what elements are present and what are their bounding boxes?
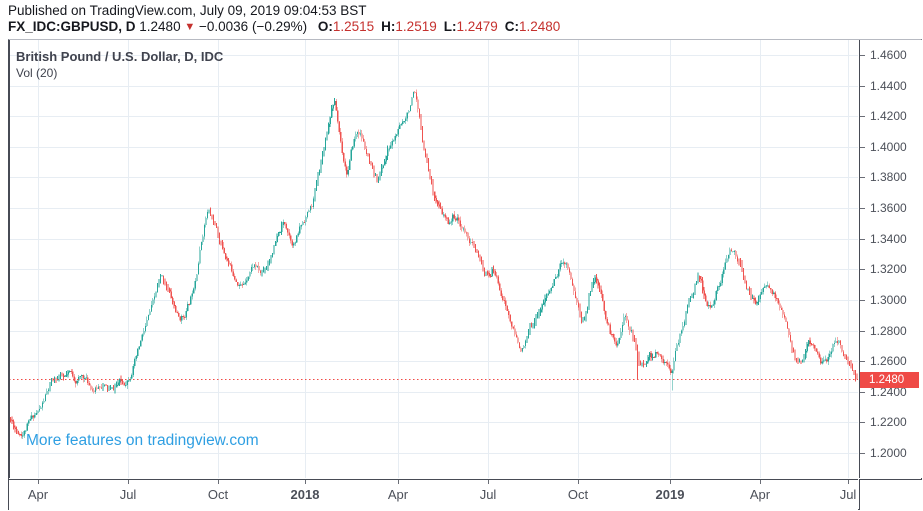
time-axis[interactable]: Apr Jul Oct 2018 Apr Jul Oct 2019 Apr Jul	[9, 479, 858, 510]
grid-lines	[9, 40, 858, 478]
y-axis-tick	[860, 86, 865, 87]
last-price-tag: 1.2480	[860, 372, 919, 388]
x-axis-label: 2018	[290, 487, 320, 502]
x-axis-label: Apr	[749, 487, 771, 502]
symbol-status-line: FX_IDC:GBPUSD, D 1.2480 ▼ −0.0036 (−0.29…	[8, 19, 560, 34]
down-triangle-icon: ▼	[184, 21, 196, 33]
price-axis[interactable]: 1.2000 1.2200 1.2400 1.2600 1.2800 1.3000 1.32…	[859, 40, 922, 478]
y-axis-tick	[860, 361, 865, 362]
x-axis-label: 2019	[655, 487, 685, 502]
change-absolute: −0.0036	[199, 19, 249, 34]
x-axis-label: Jul	[119, 487, 137, 502]
y-axis-label: 1.2200	[870, 415, 907, 429]
y-axis-tick	[860, 177, 865, 178]
x-axis-label: Apr	[387, 487, 409, 502]
y-axis-label: 1.4400	[870, 79, 907, 93]
y-axis-tick	[860, 453, 865, 454]
y-axis-label: 1.2000	[870, 446, 907, 460]
y-axis-label: 1.3800	[870, 170, 907, 184]
ohlc-label: H:	[381, 19, 396, 34]
ohlc-value: 1.2515	[332, 19, 375, 34]
x-axis-tick	[218, 480, 219, 484]
chart-title: British Pound / U.S. Dollar, D, IDC	[16, 49, 224, 64]
x-axis-label: Apr	[27, 487, 49, 502]
y-axis-tick	[860, 269, 865, 270]
change-percent: (−0.29%)	[251, 19, 308, 34]
last-price-value: 1.2480	[139, 19, 181, 34]
price-chart-plot[interactable]	[9, 40, 858, 478]
y-axis-label: 1.2800	[870, 324, 907, 338]
x-axis-tick	[398, 480, 399, 484]
y-axis-label: 1.3000	[870, 293, 907, 307]
tradingview-features-link[interactable]: More features on tradingview.com	[26, 432, 259, 449]
chart-widget: British Pound / U.S. Dollar, D, IDC Vol …	[8, 39, 922, 510]
ohlc-label: L:	[443, 19, 457, 34]
ohlc-value: 1.2479	[456, 19, 498, 34]
x-axis-label: Oct	[207, 487, 229, 502]
symbol-name: FX_IDC:GBPUSD, D	[8, 19, 136, 34]
y-axis-label: 1.4200	[870, 109, 907, 123]
ohlc-readout: O:1.2515 H:1.2519 L:1.2479 C:1.2480	[311, 19, 560, 34]
y-axis-label: 1.3200	[870, 262, 907, 276]
y-axis-label: 1.2400	[870, 385, 907, 399]
y-axis-tick	[860, 331, 865, 332]
candlestick-series	[10, 89, 858, 440]
x-axis-label: Oct	[567, 487, 589, 502]
y-axis-label: 1.3400	[870, 232, 907, 246]
published-line: Published on TradingView.com, July 09, 2…	[8, 3, 367, 18]
y-axis-label: 1.3600	[870, 201, 907, 215]
x-axis-label: Jul	[839, 487, 857, 502]
axis-corner	[859, 479, 922, 510]
ohlc-label: C:	[504, 19, 520, 34]
y-axis-tick	[860, 116, 865, 117]
y-axis-tick	[860, 300, 865, 301]
x-axis-label: Jul	[479, 487, 497, 502]
y-axis-tick	[860, 208, 865, 209]
x-axis-tick	[760, 480, 761, 484]
y-axis-tick	[860, 147, 865, 148]
x-axis-tick	[305, 480, 306, 484]
y-axis-tick	[860, 392, 865, 393]
y-axis-label: 1.4000	[870, 140, 907, 154]
ohlc-label: O:	[317, 19, 333, 34]
x-axis-tick	[38, 480, 39, 484]
volume-indicator-label: Vol (20)	[16, 66, 58, 80]
x-axis-tick	[488, 480, 489, 484]
y-axis-label: 1.2600	[870, 354, 907, 368]
x-axis-tick	[128, 480, 129, 484]
ohlc-value: 1.2480	[519, 19, 561, 34]
x-axis-tick	[848, 480, 849, 484]
y-axis-tick	[860, 55, 865, 56]
ohlc-value: 1.2519	[395, 19, 437, 34]
y-axis-tick	[860, 422, 865, 423]
x-axis-tick	[670, 480, 671, 484]
y-axis-tick	[860, 239, 865, 240]
x-axis-tick	[578, 480, 579, 484]
y-axis-label: 1.4600	[870, 48, 907, 62]
